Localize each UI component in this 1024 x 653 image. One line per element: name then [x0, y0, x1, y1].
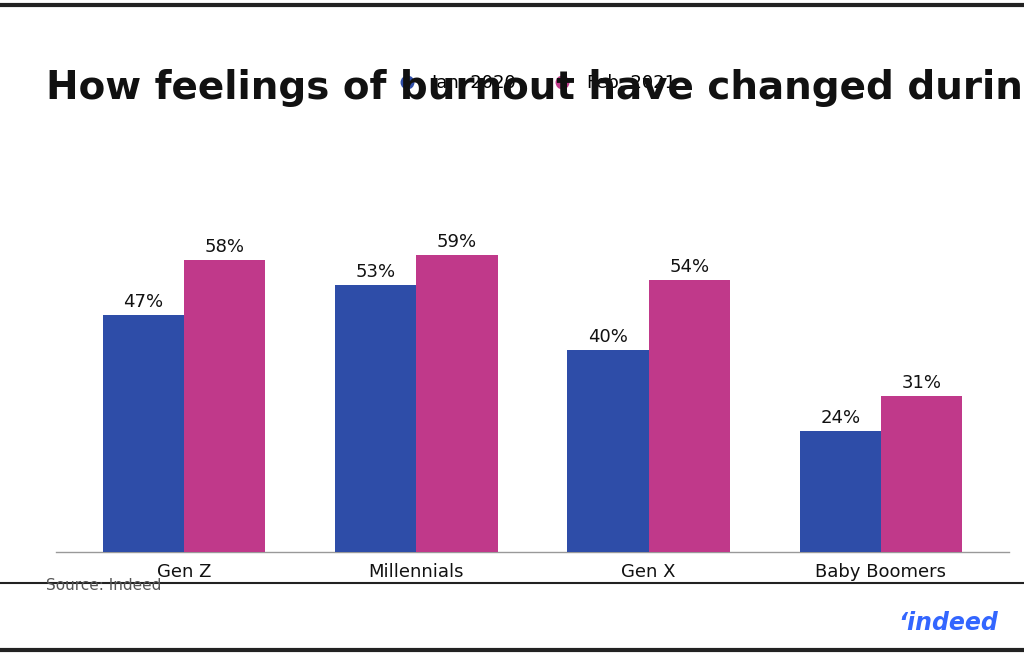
- Text: 58%: 58%: [205, 238, 245, 255]
- Bar: [184, 260, 265, 552]
- Text: 40%: 40%: [588, 328, 628, 346]
- Text: 54%: 54%: [670, 258, 710, 276]
- Bar: [417, 255, 498, 552]
- Bar: [567, 350, 648, 552]
- Text: 47%: 47%: [123, 293, 164, 311]
- Bar: [648, 279, 730, 552]
- Bar: [881, 396, 963, 552]
- Text: 53%: 53%: [355, 263, 395, 281]
- Bar: [102, 315, 184, 552]
- Text: 24%: 24%: [820, 409, 860, 427]
- Text: Source: Indeed: Source: Indeed: [46, 578, 162, 593]
- Text: How feelings of burnout have changed during COVID-19: How feelings of burnout have changed dur…: [46, 69, 1024, 106]
- Bar: [800, 431, 881, 552]
- Text: ʻindeed: ʻindeed: [899, 611, 998, 635]
- Text: 31%: 31%: [901, 374, 941, 392]
- Text: 59%: 59%: [437, 232, 477, 251]
- Legend: Jan. 2020, Feb. 2021: Jan. 2020, Feb. 2021: [389, 74, 676, 92]
- Bar: [335, 285, 417, 552]
